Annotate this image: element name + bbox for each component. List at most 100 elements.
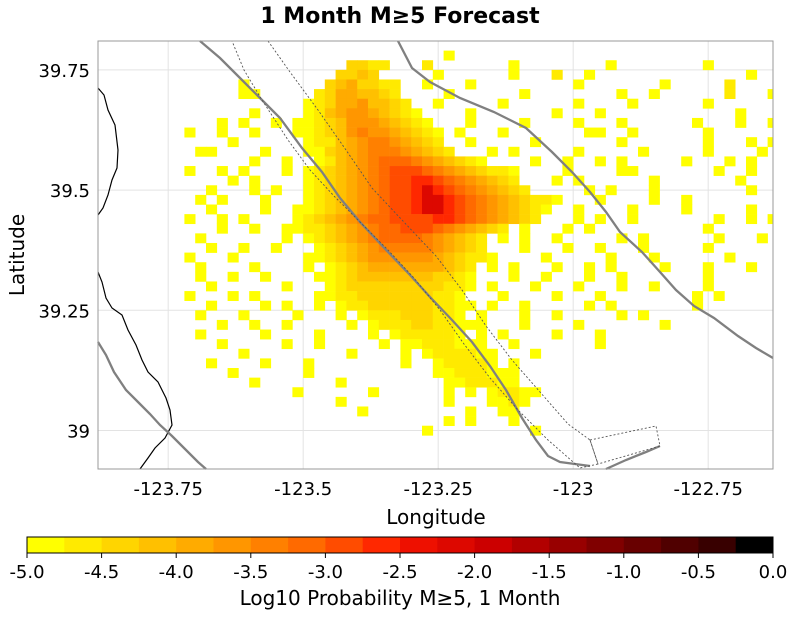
heat-cell: [400, 271, 412, 282]
heat-cell: [335, 108, 347, 119]
colorbar-swatch: [549, 537, 587, 553]
heat-cell: [422, 242, 434, 253]
heat-cell: [335, 223, 347, 234]
heat-cell: [756, 233, 768, 244]
heat-cell: [465, 108, 477, 119]
heat-cell: [508, 166, 520, 176]
heat-cell: [497, 194, 509, 205]
heat-cell: [357, 310, 369, 321]
heat-cell: [389, 175, 401, 186]
heat-cell: [411, 127, 423, 138]
heat-cell: [292, 387, 304, 398]
heat-cell: [497, 406, 509, 417]
colorbar-swatch: [250, 537, 289, 553]
heat-cell: [314, 300, 326, 311]
heat-cell: [594, 194, 606, 205]
heat-cell: [216, 166, 228, 176]
heat-cell: [335, 300, 347, 311]
heat-cell: [659, 79, 671, 90]
x-axis-label: Longitude: [386, 505, 485, 529]
heat-cell: [400, 291, 412, 301]
x-tick-label: -123.75: [133, 479, 202, 500]
heat-cell: [227, 137, 239, 148]
heat-cell: [605, 300, 617, 311]
heat-cell: [314, 214, 326, 225]
heat-cell: [519, 223, 531, 234]
heat-cell: [724, 89, 736, 100]
heat-cell: [735, 117, 747, 128]
heat-cell: [368, 291, 380, 301]
heat-cell: [357, 137, 369, 148]
heat-cell: [400, 348, 412, 359]
heat-cell: [702, 137, 714, 148]
heat-cell: [497, 329, 509, 340]
heat-cell: [303, 223, 315, 234]
heat-cell: [540, 194, 552, 205]
heat-cell: [422, 166, 434, 176]
heat-cell: [400, 233, 412, 244]
heat-cell: [314, 108, 326, 119]
heat-cell: [443, 319, 455, 330]
heat-cell: [335, 175, 347, 186]
heat-cell: [378, 204, 390, 215]
heat-cell: [422, 223, 434, 234]
heat-cell: [594, 214, 606, 225]
heat-cell: [638, 242, 650, 253]
heat-cell: [486, 252, 498, 263]
heat-cell: [335, 69, 347, 80]
heat-cell: [335, 137, 347, 148]
heat-cell: [465, 117, 477, 128]
heat-cell: [389, 194, 401, 205]
heat-cell: [378, 300, 390, 311]
heat-cell: [378, 175, 390, 186]
heat-cell: [357, 262, 369, 273]
x-tick-label: -122.75: [673, 479, 742, 500]
heat-cell: [486, 223, 498, 234]
heat-cell: [335, 262, 347, 273]
colorbar-swatch: [288, 537, 326, 553]
heat-cell: [357, 156, 369, 167]
heat-cell: [519, 310, 531, 321]
heat-cell: [530, 204, 542, 215]
heat-cell: [443, 262, 455, 273]
heat-cell: [400, 117, 412, 128]
heat-cell: [605, 60, 617, 71]
heat-cell: [281, 339, 293, 350]
heat-cell: [616, 137, 628, 148]
heat-cell: [519, 214, 531, 225]
heat-cell: [497, 368, 509, 378]
heat-cell: [206, 358, 218, 369]
heat-cell: [324, 214, 336, 225]
heat-cell: [411, 329, 423, 340]
heat-cell: [389, 146, 401, 157]
heat-cell: [465, 339, 477, 350]
heat-cell: [454, 291, 466, 301]
heat-cell: [724, 252, 736, 263]
heat-cell: [573, 98, 585, 109]
heat-cell: [616, 166, 628, 176]
heat-cell: [508, 214, 520, 225]
heat-cell: [627, 127, 639, 138]
fault-trace-southeast: [605, 444, 661, 471]
heat-cell: [735, 108, 747, 119]
heat-cell: [497, 214, 509, 225]
heat-cell: [324, 98, 336, 109]
heat-cell: [411, 214, 423, 225]
heat-cell: [400, 175, 412, 186]
heat-cell: [465, 233, 477, 244]
heat-cell: [238, 214, 250, 225]
heat-cell: [432, 281, 444, 292]
colorbar-swatch: [735, 537, 774, 553]
fault-trace-central: [199, 40, 591, 468]
heat-cell: [346, 319, 358, 330]
heat-cell: [422, 310, 434, 321]
heat-cell: [368, 329, 380, 340]
heat-cell: [346, 214, 358, 225]
colorbar-swatch: [138, 537, 177, 553]
heat-cell: [702, 60, 714, 71]
heat-cell: [519, 396, 531, 407]
heat-cell: [713, 166, 725, 176]
heat-cell: [432, 146, 444, 157]
heat-cell: [238, 242, 250, 253]
heat-cell: [314, 204, 326, 215]
